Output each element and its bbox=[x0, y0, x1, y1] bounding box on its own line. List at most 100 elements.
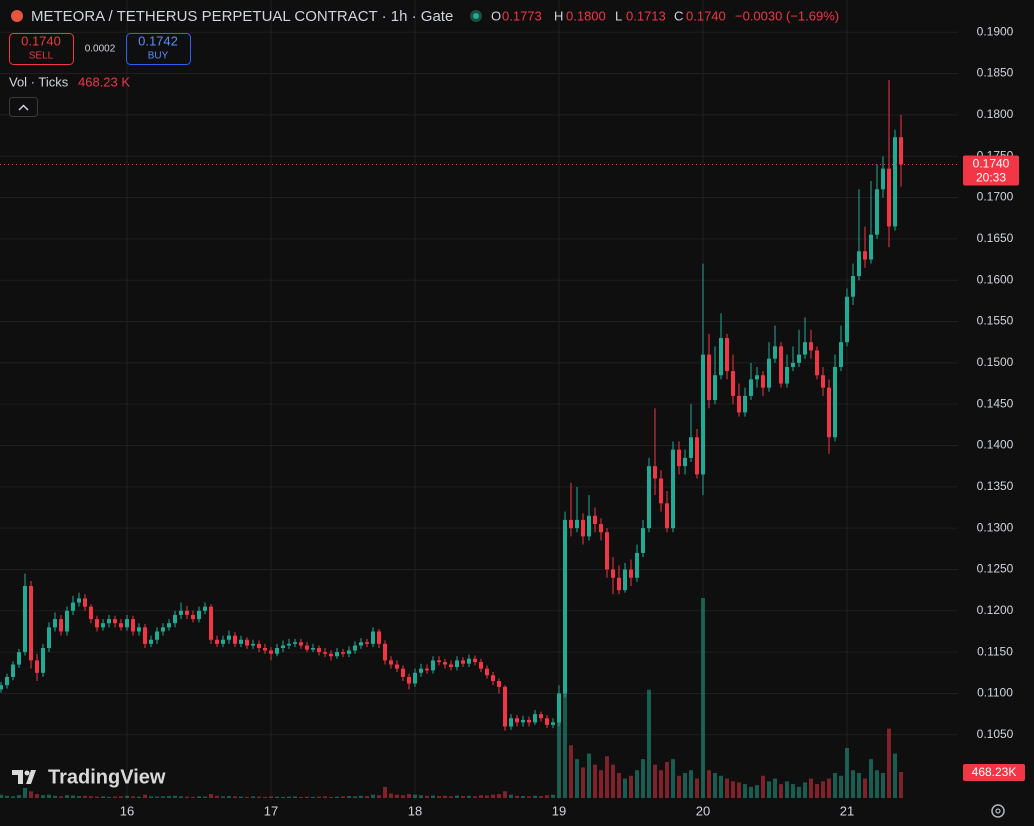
candle-body bbox=[557, 693, 561, 723]
candle-body bbox=[749, 379, 753, 396]
volume-bar bbox=[29, 791, 33, 798]
volume-bar bbox=[269, 796, 273, 798]
sell-button[interactable] bbox=[9, 33, 74, 65]
candle-body bbox=[731, 371, 735, 396]
ohlc-label: L bbox=[615, 8, 622, 23]
volume-bar bbox=[713, 773, 717, 798]
volume-bar bbox=[371, 794, 375, 798]
candle-body bbox=[401, 668, 405, 677]
volume-bar bbox=[887, 728, 891, 798]
candle-body bbox=[581, 519, 585, 537]
candle-body bbox=[743, 395, 747, 413]
volume-bar bbox=[779, 784, 783, 798]
candle-body bbox=[635, 552, 639, 578]
volume-bar bbox=[881, 773, 885, 798]
candle-body bbox=[521, 719, 525, 723]
volume-bar bbox=[809, 778, 813, 798]
candle-body bbox=[137, 627, 141, 632]
candle-body bbox=[311, 648, 315, 650]
volume-bar bbox=[743, 784, 747, 798]
volume-tag-label: 468.23K bbox=[972, 765, 1017, 779]
candle-body bbox=[701, 354, 705, 475]
buy-button[interactable] bbox=[126, 33, 191, 65]
volume-bar bbox=[161, 796, 165, 798]
volume-bar bbox=[785, 781, 789, 798]
candle-body bbox=[215, 639, 219, 644]
collapse-button[interactable] bbox=[9, 97, 38, 117]
candle-body bbox=[653, 466, 657, 479]
volume-bar bbox=[221, 796, 225, 798]
volume-bar bbox=[461, 796, 465, 798]
volume-bar bbox=[851, 770, 855, 798]
symbol-title: METEORA / TETHERUS PERPETUAL CONTRACT · … bbox=[31, 8, 453, 25]
candle-body bbox=[353, 645, 357, 651]
candle-body bbox=[833, 366, 837, 438]
volume-bar bbox=[251, 796, 255, 798]
volume-bar bbox=[635, 770, 639, 798]
x-tick-label: 16 bbox=[120, 803, 134, 818]
volume-bar bbox=[725, 778, 729, 798]
candle-body bbox=[83, 598, 87, 607]
volume-bar bbox=[599, 770, 603, 798]
volume-label: Vol · Ticks bbox=[9, 74, 69, 89]
spread: 0.0002 bbox=[85, 44, 116, 55]
candle-body bbox=[0, 685, 3, 690]
candle-body bbox=[515, 718, 519, 723]
volume-bar bbox=[341, 796, 345, 798]
candle-body bbox=[509, 718, 513, 727]
candle-body bbox=[659, 478, 663, 504]
volume-bar bbox=[647, 689, 651, 798]
volume-bar bbox=[791, 784, 795, 798]
volume-bar bbox=[155, 796, 159, 798]
volume-bar bbox=[503, 791, 507, 798]
buy-label: BUY bbox=[148, 51, 169, 62]
candle-body bbox=[887, 168, 891, 227]
candle-body bbox=[155, 631, 159, 640]
candle-body bbox=[203, 606, 207, 611]
candle-body bbox=[899, 137, 903, 165]
candle-body bbox=[317, 648, 321, 653]
collapse-icon bbox=[18, 104, 29, 111]
volume-bar bbox=[815, 784, 819, 798]
candle-body bbox=[377, 631, 381, 644]
candle-body bbox=[47, 627, 51, 648]
candle-body bbox=[287, 643, 291, 646]
candle-body bbox=[347, 650, 351, 654]
volume-bar bbox=[113, 796, 117, 798]
candle-body bbox=[53, 619, 57, 628]
last-price-label: 0.1740 bbox=[973, 157, 1010, 171]
volume-bar bbox=[65, 795, 69, 798]
volume-bar bbox=[749, 786, 753, 798]
candle-body bbox=[131, 619, 135, 632]
candle-body bbox=[233, 635, 237, 644]
sell-label: SELL bbox=[29, 51, 54, 62]
change: −0.0030 (−1.69%) bbox=[735, 8, 839, 23]
candle-body bbox=[815, 350, 819, 376]
volume-bar bbox=[419, 795, 423, 798]
settings-icon[interactable] bbox=[991, 804, 1005, 818]
candle-body bbox=[875, 189, 879, 235]
y-tick-label: 0.1850 bbox=[977, 66, 1014, 80]
candle-body bbox=[863, 251, 867, 260]
volume-bar bbox=[449, 796, 453, 798]
y-tick-label: 0.1450 bbox=[977, 396, 1014, 410]
candle-body bbox=[479, 662, 483, 669]
candle-body bbox=[809, 342, 813, 351]
candle-body bbox=[95, 619, 99, 628]
candle-body bbox=[491, 675, 495, 682]
y-tick-label: 0.1500 bbox=[977, 355, 1014, 369]
y-tick-label: 0.1200 bbox=[977, 603, 1014, 617]
y-tick-label: 0.1550 bbox=[977, 314, 1014, 328]
candle-body bbox=[857, 251, 861, 277]
candle-body bbox=[395, 664, 399, 669]
candle-body bbox=[563, 519, 567, 694]
price-axis: 0.1050 0.1100 0.1150 0.1200 0.1250 0.1300 0.13… bbox=[0, 24, 1025, 818]
volume-bar bbox=[107, 796, 111, 798]
ohlc-value: 0.1773 bbox=[502, 8, 542, 23]
candle-body bbox=[293, 642, 297, 644]
x-tick-label: 21 bbox=[840, 803, 854, 818]
x-tick-label: 19 bbox=[552, 803, 566, 818]
volume-bar bbox=[443, 795, 447, 798]
candle-body bbox=[791, 362, 795, 367]
